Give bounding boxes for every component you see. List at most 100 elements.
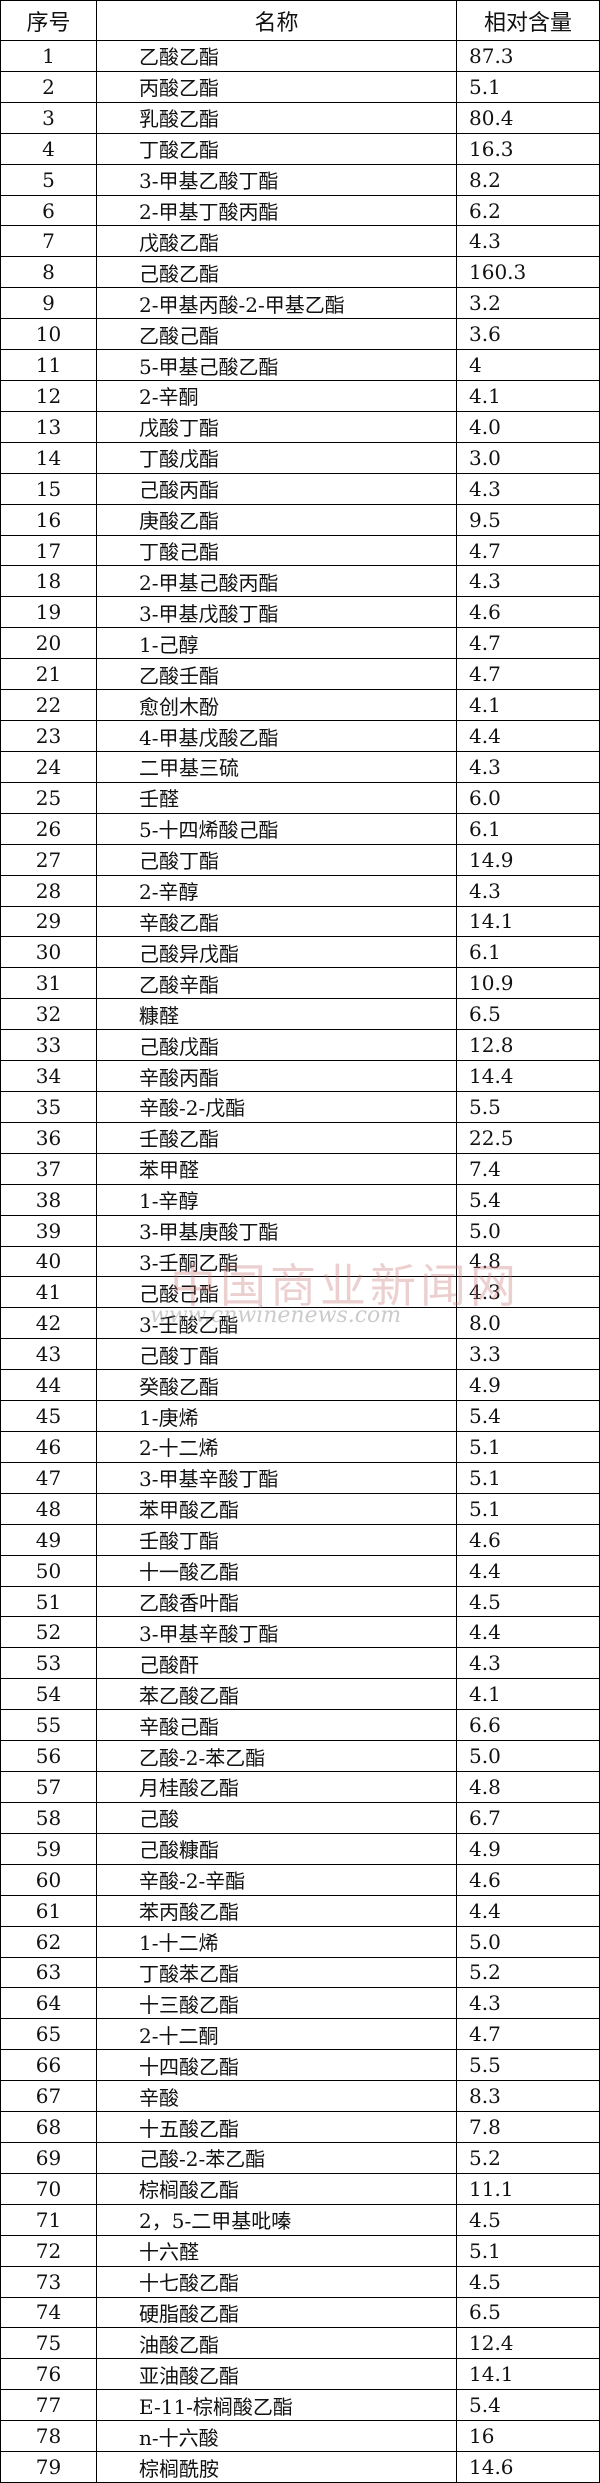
row-number: 16: [1, 504, 97, 536]
compound-name: 辛酸: [97, 2081, 457, 2113]
relative-content: 16: [457, 2421, 600, 2453]
compound-name: E-11-棕榈酸乙酯: [97, 2390, 457, 2422]
row-number: 59: [1, 1833, 97, 1865]
relative-content: 5.1: [457, 71, 600, 103]
compound-name: 壬醛: [97, 782, 457, 814]
relative-content: 5.0: [457, 1215, 600, 1247]
row-number: 75: [1, 2328, 97, 2360]
relative-content: 4.1: [457, 1679, 600, 1711]
row-number: 8: [1, 257, 97, 289]
header-cell: 相对含量: [457, 1, 600, 41]
relative-content: 6.2: [457, 195, 600, 227]
compound-name: 乙酸壬酯: [97, 659, 457, 691]
relative-content: 14.1: [457, 906, 600, 938]
relative-content: 4.6: [457, 1524, 600, 1556]
row-number: 12: [1, 381, 97, 412]
relative-content: 4: [457, 350, 600, 382]
compound-name: 辛酸丙酯: [97, 1061, 457, 1092]
compound-name: 丁酸己酯: [97, 535, 457, 567]
compound-name: n-十六酸: [97, 2421, 457, 2453]
row-number: 1: [1, 41, 97, 72]
compound-name: 3-壬酸乙酯: [97, 1308, 457, 1340]
watermark: 中国商业新闻网: [170, 1259, 520, 1313]
compound-name: 己酸酐: [97, 1648, 457, 1680]
relative-content: 80.4: [457, 102, 600, 134]
row-number: 55: [1, 1710, 97, 1742]
row-number: 13: [1, 411, 97, 443]
relative-content: 4.5: [457, 2266, 600, 2298]
relative-content: 8.0: [457, 1308, 600, 1340]
relative-content: 4.6: [457, 1864, 600, 1896]
compound-name: 己酸己酯: [97, 1277, 457, 1309]
relative-content: 14.9: [457, 844, 600, 876]
relative-content: 4.3: [457, 226, 600, 258]
row-number: 9: [1, 288, 97, 320]
relative-content: 6.5: [457, 2297, 600, 2329]
relative-content: 4.3: [457, 1988, 600, 2020]
compound-name: 乙酸辛酯: [97, 968, 457, 1000]
row-number: 48: [1, 1493, 97, 1525]
row-number: 44: [1, 1370, 97, 1402]
row-number: 24: [1, 751, 97, 783]
relative-content: 4.9: [457, 1833, 600, 1865]
compound-name: 3-甲基辛酸丁酯: [97, 1462, 457, 1494]
compound-name: 己酸戊酯: [97, 1030, 457, 1062]
relative-content: 4.3: [457, 1648, 600, 1680]
row-number: 39: [1, 1215, 97, 1247]
relative-content: 5.1: [457, 1462, 600, 1494]
compound-name: 2-甲基己酸丙酯: [97, 566, 457, 598]
relative-content: 4.5: [457, 2204, 600, 2236]
relative-content: 12.4: [457, 2328, 600, 2360]
compound-name: 3-甲基乙酸丁酯: [97, 164, 457, 196]
row-number: 78: [1, 2421, 97, 2453]
row-number: 52: [1, 1617, 97, 1649]
row-number: 2: [1, 71, 97, 103]
relative-content: 4.3: [457, 875, 600, 907]
compound-name: 棕榈酰胺: [97, 2452, 457, 2483]
relative-content: 8.3: [457, 2081, 600, 2113]
relative-content: 8.2: [457, 164, 600, 196]
relative-content: 4.0: [457, 411, 600, 443]
relative-content: 4.8: [457, 1772, 600, 1803]
row-number: 14: [1, 442, 97, 474]
compound-name: 己酸-2-苯乙酯: [97, 2142, 457, 2174]
relative-content: 14.6: [457, 2452, 600, 2483]
compound-name: 乙酸-2-苯乙酯: [97, 1741, 457, 1773]
row-number: 27: [1, 844, 97, 876]
row-number: 34: [1, 1061, 97, 1092]
compound-name: 辛酸-2-辛酯: [97, 1864, 457, 1896]
compound-name: 苯甲酸乙酯: [97, 1493, 457, 1525]
relative-content: 5.4: [457, 1401, 600, 1432]
compound-name: 3-壬酮乙酯: [97, 1246, 457, 1278]
compound-name: 乙酸己酯: [97, 319, 457, 351]
relative-content: 4.5: [457, 1586, 600, 1618]
compound-name: 3-甲基辛酸丁酯: [97, 1617, 457, 1649]
row-number: 71: [1, 2204, 97, 2236]
compound-name: 己酸异戊酯: [97, 937, 457, 969]
row-number: 65: [1, 2019, 97, 2051]
relative-content: 87.3: [457, 41, 600, 72]
row-number: 70: [1, 2173, 97, 2205]
compound-name: 4-甲基戊酸乙酯: [97, 721, 457, 752]
relative-content: 4.9: [457, 1370, 600, 1402]
watermark-url: www.cnwinenews.com: [150, 1303, 402, 1328]
row-number: 51: [1, 1586, 97, 1618]
relative-content: 3.6: [457, 319, 600, 351]
relative-content: 5.5: [457, 2050, 600, 2082]
relative-content: 6.1: [457, 813, 600, 845]
relative-content: 5.1: [457, 1432, 600, 1463]
compound-name: 3-甲基庚酸丁酯: [97, 1215, 457, 1247]
relative-content: 6.6: [457, 1710, 600, 1742]
header-cell: 序号: [1, 1, 97, 41]
compound-name: 癸酸乙酯: [97, 1370, 457, 1402]
compound-name: 5-甲基己酸乙酯: [97, 350, 457, 382]
compound-name: 十五酸乙酯: [97, 2112, 457, 2143]
row-number: 49: [1, 1524, 97, 1556]
row-number: 46: [1, 1432, 97, 1463]
relative-content: 4.1: [457, 381, 600, 412]
compound-name: 乳酸乙酯: [97, 102, 457, 134]
compound-name: 十三酸乙酯: [97, 1988, 457, 2020]
row-number: 61: [1, 1895, 97, 1927]
compound-name: 2-十二烯: [97, 1432, 457, 1463]
